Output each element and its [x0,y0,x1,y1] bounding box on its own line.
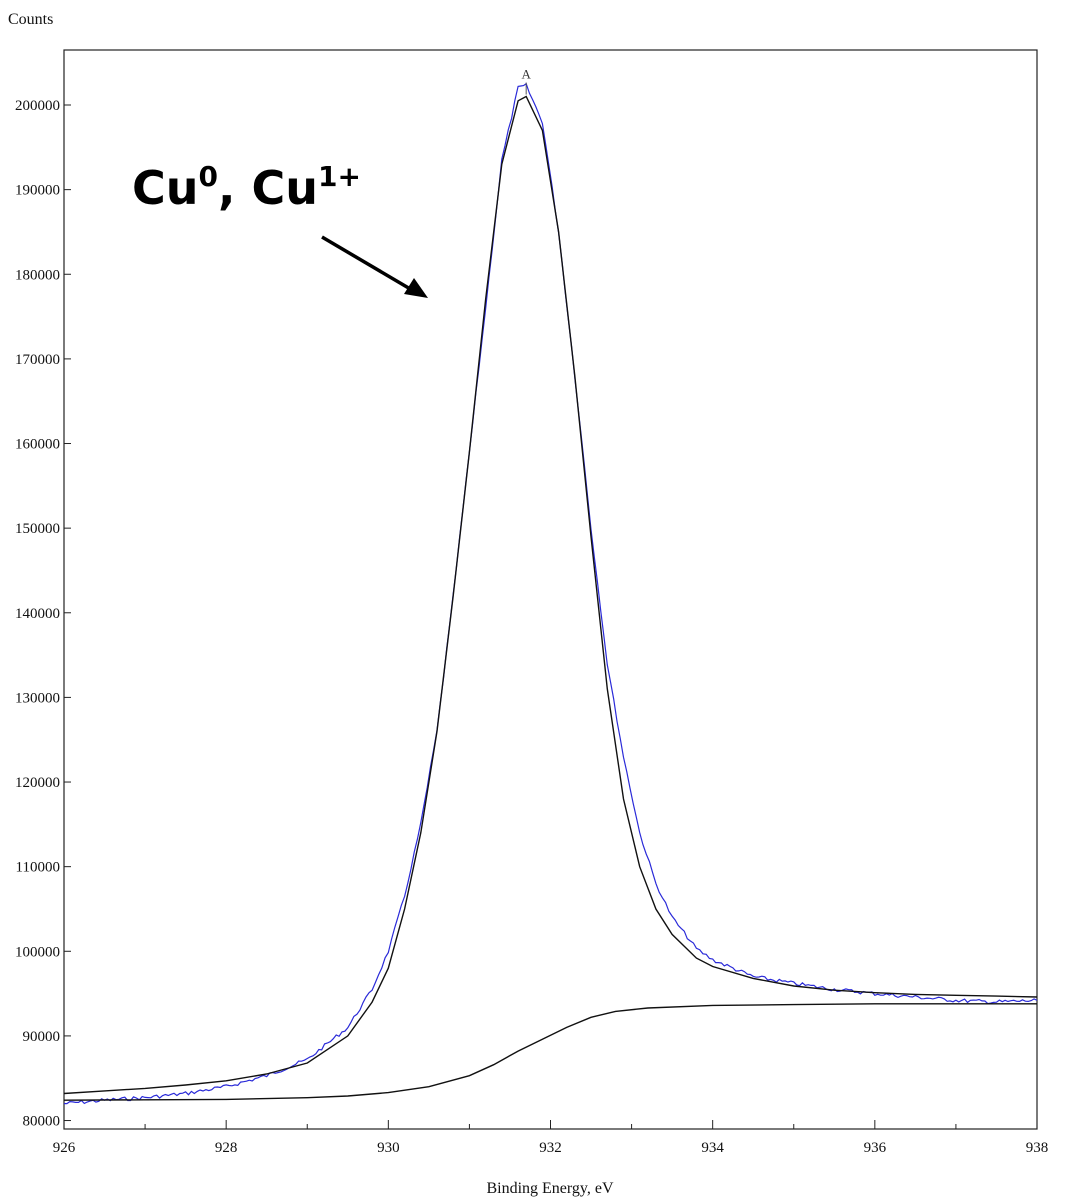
y-tick-label: 150000 [15,521,60,537]
x-axis-ticks: 926 928 930 932 934 936 938 [53,1120,1049,1156]
y-tick-label: 110000 [16,860,60,876]
x-tick-label: 928 [215,1140,238,1156]
y-tick-label: 160000 [15,437,60,453]
x-tick-label: 936 [864,1140,887,1156]
peak-label: A [521,67,531,82]
series-layer [63,82,1038,1105]
y-tick-label: 140000 [15,606,60,622]
y-tick-label: 120000 [15,775,60,791]
x-tick-label: 930 [377,1140,400,1156]
annotation-sup-0: 0 [199,160,218,193]
chemical-state-annotation: Cu0, Cu1+ [132,160,361,215]
annotation-arrow [321,235,428,298]
annotation-cu-a: Cu [132,161,199,215]
y-tick-label: 80000 [23,1114,61,1130]
y-tick-label: 100000 [15,944,60,960]
annotation-cu-b: , Cu [218,161,318,215]
y-tick-label: 170000 [15,352,60,368]
y-axis-ticks: 80000 90000 100000 110000 120000 130000 140000… [15,98,71,1130]
x-tick-label: 932 [539,1140,562,1156]
peak-marker: A [521,67,531,95]
series-envelope-fit [63,95,1038,1095]
y-tick-label: 200000 [15,98,60,114]
y-axis-title: Counts [8,11,53,28]
x-tick-label: 938 [1026,1140,1049,1156]
series-background [63,1003,1037,1101]
x-axis-title: Binding Energy, eV [486,1180,614,1197]
y-tick-label: 130000 [15,690,60,706]
annotation-sup-1plus: 1+ [318,160,361,193]
plot-frame [63,49,1038,1130]
x-tick-label: 926 [53,1140,76,1156]
y-tick-label: 180000 [15,267,60,283]
y-tick-label: 90000 [23,1029,61,1045]
y-tick-label: 190000 [15,183,60,199]
series-raw-data [64,82,1038,1105]
x-tick-label: 934 [701,1140,724,1156]
